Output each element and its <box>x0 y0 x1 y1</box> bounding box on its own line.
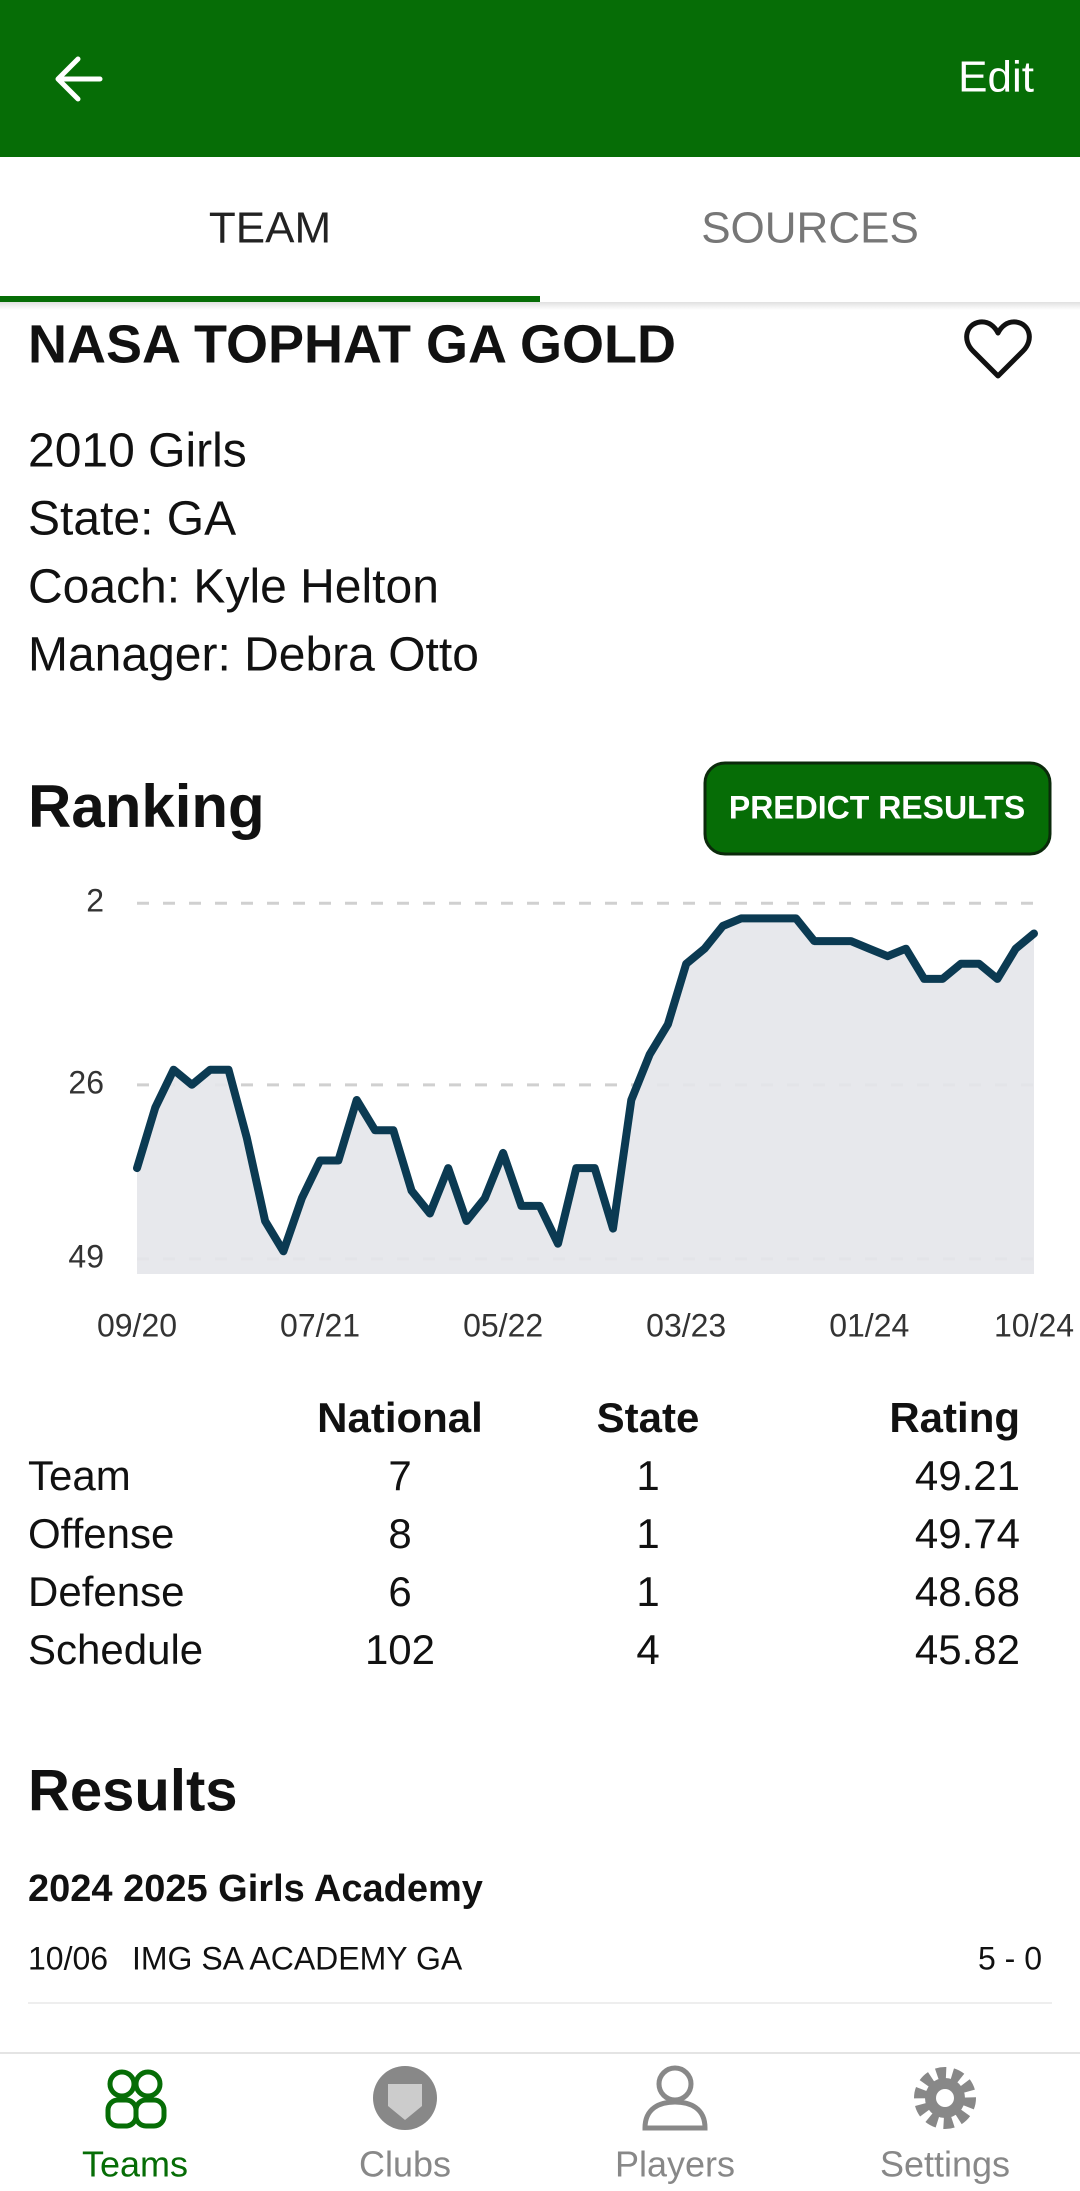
nav-label[interactable]: Players <box>615 2144 735 2185</box>
predict-button-label[interactable]: PREDICT RESULTS <box>729 789 1025 825</box>
tab[interactable]: TEAM <box>209 204 331 253</box>
team-detail: Coach: Kyle Helton <box>28 561 439 614</box>
line <box>133 914 1038 1256</box>
game-score: 5 - 0 <box>978 1940 1042 1976</box>
nav-label[interactable]: Clubs <box>359 2144 451 2185</box>
x-tick-label: 09/20 <box>97 1307 177 1343</box>
table-cell: 6 <box>388 1568 411 1615</box>
team-name: NASA TOPHAT GA GOLD <box>28 314 676 374</box>
game-opponent: IMG SA ACADEMY GA <box>132 1940 463 1976</box>
edit-button[interactable]: Edit <box>958 53 1034 102</box>
table-cell: 49.74 <box>915 1510 1020 1557</box>
table-cell: 4 <box>636 1626 659 1673</box>
nav-border <box>0 2052 1080 2054</box>
x-tick-label: 05/22 <box>463 1307 543 1343</box>
tab-bar <box>0 157 1080 302</box>
x-tick-label: 07/21 <box>280 1307 360 1343</box>
clubs-icon[interactable] <box>373 2066 437 2130</box>
ratings-table: National State Rating Team 7 1 49.21 Offense 8 1 4… <box>28 1394 1020 1673</box>
back-button[interactable] <box>55 56 103 102</box>
y-tick-label: 2 <box>86 883 104 919</box>
row-label: Defense <box>28 1568 184 1615</box>
x-tick-label: 03/23 <box>646 1307 726 1343</box>
table-cell: 7 <box>388 1452 411 1499</box>
y-tick-label: 26 <box>68 1064 104 1100</box>
column-header: State <box>597 1394 700 1441</box>
table-cell: 1 <box>636 1510 659 1557</box>
team-detail: 2010 Girls <box>28 425 247 478</box>
section-title: Ranking <box>28 773 265 840</box>
app-bar <box>0 0 1080 157</box>
teams-icon[interactable] <box>105 2069 167 2129</box>
row-label: Team <box>28 1452 131 1499</box>
table-cell: 8 <box>388 1510 411 1557</box>
game-date: 10/06 <box>28 1940 108 1976</box>
team-detail: Manager: Debra Otto <box>28 629 479 682</box>
nav-label[interactable]: Settings <box>880 2144 1010 2185</box>
settings-icon[interactable] <box>914 2067 976 2129</box>
favorite-button[interactable] <box>964 319 1032 379</box>
tab-shadow <box>0 302 1080 310</box>
area <box>137 918 1034 1274</box>
column-header: National <box>317 1394 483 1441</box>
players-icon[interactable] <box>642 2065 708 2131</box>
bottom-nav <box>0 2052 1080 2191</box>
table-cell: 45.82 <box>915 1626 1020 1673</box>
table-cell: 102 <box>365 1626 435 1673</box>
ranking-chart: 2 26 49 09/20 07/21 05/22 03/23 01/24 10/24 <box>68 873 1074 1343</box>
table-cell: 49.21 <box>915 1452 1020 1499</box>
column-header: Rating <box>889 1394 1020 1441</box>
section-title: Results <box>28 1758 238 1823</box>
row-label: Offense <box>28 1510 174 1557</box>
x-tick-label: 01/24 <box>829 1307 909 1343</box>
tab[interactable]: SOURCES <box>701 204 919 253</box>
table-cell: 1 <box>636 1452 659 1499</box>
divider <box>28 2002 1052 2004</box>
table-cell: 48.68 <box>915 1568 1020 1615</box>
predict-button[interactable] <box>703 761 1052 856</box>
tab-indicator <box>0 296 540 302</box>
row-label: Schedule <box>28 1626 203 1673</box>
nav-label[interactable]: Teams <box>82 2144 188 2185</box>
table-cell: 1 <box>636 1568 659 1615</box>
y-tick-label: 49 <box>68 1238 104 1274</box>
team-detail: State: GA <box>28 493 236 546</box>
competition-title: 2024 2025 Girls Academy <box>28 1868 483 1910</box>
x-tick-label: 10/24 <box>994 1307 1074 1343</box>
